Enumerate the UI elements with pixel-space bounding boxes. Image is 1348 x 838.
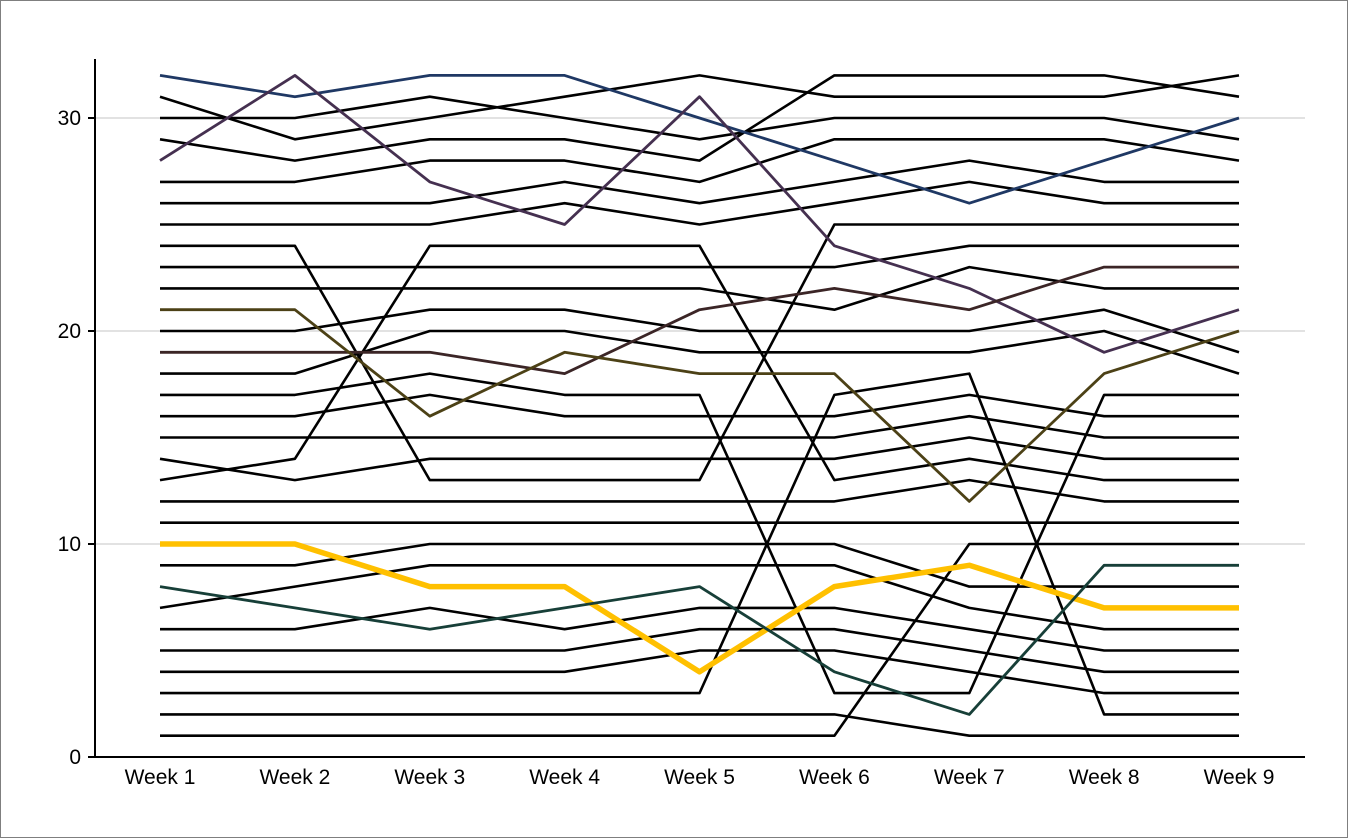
- series-line-line-08: [160, 244, 1239, 269]
- y-axis-label-10: 10: [58, 533, 81, 556]
- series-line-line-28-navy: [159, 74, 1240, 205]
- highlighted-series-line: [160, 541, 1239, 675]
- series-line-line-25: [160, 713, 1239, 738]
- series-line-line-15: [159, 436, 1239, 482]
- series-line-line-21: [160, 606, 1239, 652]
- x-axis-label-week-4: Week 4: [529, 766, 600, 789]
- series-line-line-23: [160, 649, 1239, 695]
- series-line-line-24: [160, 372, 1239, 716]
- series-line-line-29-purple: [159, 74, 1240, 354]
- y-axis-label-20: 20: [58, 320, 81, 343]
- series-line-line-31-olive: [160, 308, 1240, 503]
- series-line-line-11: [160, 329, 1240, 375]
- series-line-line-32-teal: [159, 563, 1239, 716]
- x-axis-label-week-5: Week 5: [664, 766, 735, 789]
- x-axis-label-week-7: Week 7: [934, 766, 1005, 789]
- series-line-line-20: [159, 563, 1239, 631]
- series-line-line-16: [159, 244, 1239, 482]
- x-axis-label-week-8: Week 8: [1069, 766, 1140, 789]
- x-axis-label-week-3: Week 3: [394, 766, 465, 789]
- x-axis-label-week-2: Week 2: [259, 766, 330, 789]
- series-line-line-06: [160, 180, 1239, 226]
- series-line-line-13: [160, 393, 1239, 418]
- y-axis-label-30: 30: [58, 107, 81, 130]
- series-line-line-26: [160, 542, 1239, 738]
- series-line-line-17: [160, 478, 1239, 503]
- series-line-line-03: [159, 74, 1240, 162]
- x-axis-label-week-9: Week 9: [1204, 766, 1275, 789]
- series-line-line-10: [160, 308, 1240, 354]
- series-line-line-14: [160, 414, 1239, 439]
- x-axis-label-week-1: Week 1: [125, 766, 196, 789]
- x-axis-label-week-6: Week 6: [799, 766, 870, 789]
- series-line-line-30-darkmaroon: [160, 265, 1239, 376]
- series-line-line-04: [160, 138, 1240, 184]
- series-line-line-22: [160, 627, 1239, 674]
- series-line-line-09: [160, 265, 1239, 312]
- series-line-line-02: [159, 74, 1240, 141]
- y-axis-label-0: 0: [69, 746, 81, 769]
